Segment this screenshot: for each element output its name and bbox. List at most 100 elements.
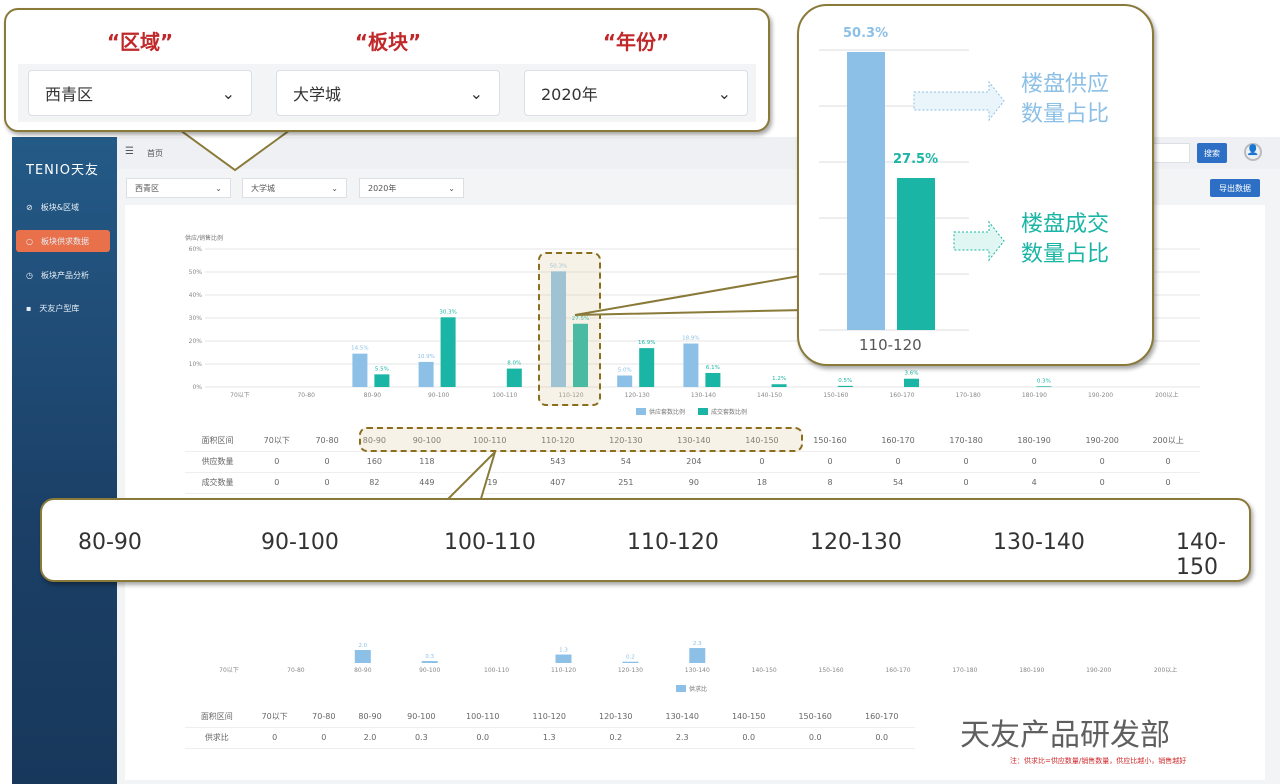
table-header: 面积区间 70以下 70-80 80-90 90-100 100-110 110-120 12…: [185, 430, 1200, 452]
zoom-category: 110-120: [859, 336, 922, 354]
table-cell: 449: [398, 472, 456, 494]
table-cell: 0.0: [449, 727, 516, 749]
x-tick-label: 170-180: [956, 392, 981, 399]
bar-value-label: 0.3%: [1037, 378, 1051, 384]
block-title: “板块”: [354, 30, 422, 54]
sidebar-item-label: 板块&区域: [40, 202, 79, 212]
sidebar-item-label: 板块供求数据: [40, 236, 89, 246]
callout-year-select[interactable]: 2020年 ⌄: [524, 70, 748, 116]
highlight-box-chart: [538, 252, 601, 406]
arrow-icon: [953, 220, 1005, 262]
y-tick-label: 40%: [189, 292, 203, 299]
deal-bar: [705, 372, 721, 387]
bar-value-label: 5.0%: [618, 368, 632, 374]
range-label: 80-90: [78, 530, 142, 555]
callout-block-select[interactable]: 大学城 ⌄: [276, 70, 500, 116]
column-header: 140-150: [715, 706, 782, 728]
menu-toggle-icon[interactable]: ☰: [125, 146, 134, 157]
region-title: “区域”: [106, 30, 174, 54]
column-header: 70以下: [250, 430, 304, 452]
sidebar-item-blocks[interactable]: ⊘ 板块&区域: [16, 196, 110, 218]
sidebar-item-supply-data[interactable]: ○ 板块供求数据: [16, 230, 110, 252]
x-tick-label: 200以上: [1155, 391, 1178, 399]
breadcrumb[interactable]: 首页: [147, 149, 163, 158]
x-tick-label: 190-200: [1086, 667, 1111, 674]
deal-bar: [639, 348, 655, 387]
chevron-down-icon: ⌄: [717, 83, 731, 103]
table-cell: 0.0: [848, 727, 915, 749]
avatar[interactable]: 👤: [1244, 143, 1262, 161]
x-tick-label: 190-200: [1088, 392, 1113, 399]
x-tick-label: 150-160: [823, 392, 848, 399]
x-tick-label: 80-90: [364, 392, 382, 399]
table-cell: 0.0: [715, 727, 782, 749]
search-button[interactable]: 搜索: [1197, 143, 1227, 163]
bar-value-label: 1.3: [559, 648, 568, 654]
x-tick-label: 80-90: [354, 667, 372, 674]
bar-value-label: 10.9%: [417, 354, 434, 360]
year-select[interactable]: 2020年 ⌄: [359, 178, 464, 198]
sidebar-item-label: 板块产品分析: [40, 270, 89, 280]
column-header: 190-200: [1068, 430, 1137, 452]
table-cell: 0: [1136, 451, 1200, 473]
table-cell: 0: [932, 451, 1001, 473]
bar-value-label: 8.0%: [507, 361, 521, 367]
clock-icon: ◷: [26, 270, 33, 280]
column-header: 70以下: [248, 706, 301, 728]
chevron-down-icon: ⌄: [215, 183, 222, 193]
zoom-callout-pointer: [574, 273, 806, 316]
bar-value-label: 2.0: [358, 643, 367, 649]
column-header: 90-100: [393, 706, 450, 728]
table-cell: 0: [864, 451, 933, 473]
chevron-down-icon: ⌄: [448, 183, 455, 193]
table-cell: 90: [659, 472, 728, 494]
column-header: 70-80: [303, 430, 351, 452]
bar-value-label: 16.9%: [638, 340, 655, 346]
table-header: 面积区间 70以下 70-80 80-90 90-100 100-110 110-120 12…: [185, 706, 915, 728]
chevron-down-icon: ⌄: [221, 83, 235, 103]
table-cell: 54: [864, 472, 933, 494]
table-cell: 0: [1136, 472, 1200, 494]
deal-bar: [506, 368, 522, 387]
bar-value-label: 50.3%: [550, 263, 567, 269]
table-cell: 成交数量: [185, 472, 251, 494]
supply-deal-table: 面积区间 70以下 70-80 80-90 90-100 100-110 110-120 12…: [185, 430, 1200, 494]
sidebar-item-product-analysis[interactable]: ◷ 板块产品分析: [16, 264, 110, 286]
table-cell: 4: [1000, 472, 1069, 494]
column-header: 170-180: [932, 430, 1001, 452]
ratio-bar: [689, 648, 706, 663]
table-cell: 0: [250, 472, 304, 494]
export-button[interactable]: 导出数据: [1210, 179, 1260, 197]
year-title: “年份”: [602, 30, 670, 54]
x-tick-label: 140-150: [752, 667, 777, 674]
chevron-down-icon: ⌄: [469, 83, 483, 103]
table-cell: 251: [591, 472, 660, 494]
table-cell: 供应数量: [185, 451, 251, 473]
table-cell: 0: [1068, 451, 1137, 473]
y-tick-label: 20%: [189, 338, 203, 345]
table-cell: 0.0: [781, 727, 849, 749]
legend-label: 供应套数比例: [649, 408, 685, 416]
ratio-bar: [354, 650, 371, 663]
table-row: 供求比 0 0 2.0 0.3 0.0 1.3 0.2 2.3 0.0 0.0 0.0: [185, 727, 915, 749]
deal-bar: [573, 323, 588, 387]
search-icon: ○: [26, 236, 33, 246]
range-callout-pointer: [442, 451, 496, 503]
column-header: 180-190: [1000, 430, 1069, 452]
supply-bar: [683, 343, 699, 387]
zoom-callout: 50.3% 27.5% 110-120 楼盘供应 数量占比 楼盘成交 数量占比: [797, 4, 1154, 366]
sidebar-item-floorplans[interactable]: ▪ 天友户型库: [16, 297, 110, 319]
table-cell: 543: [523, 451, 592, 473]
x-tick-label: 70-80: [287, 667, 305, 674]
y-tick-label: 30%: [189, 315, 203, 322]
x-tick-label: 90-100: [428, 392, 449, 399]
column-header: 110-120: [516, 706, 583, 728]
supply-bar: [551, 271, 566, 387]
callout-region-select[interactable]: 西青区 ⌄: [28, 70, 252, 116]
legend-swatch: [698, 408, 708, 415]
bar-value-label: 14.5%: [351, 346, 368, 352]
region-select[interactable]: 西青区 ⌄: [126, 178, 231, 198]
zoom-supply-bar: [847, 52, 885, 330]
x-tick-label: 180-190: [1022, 392, 1047, 399]
block-select[interactable]: 大学城 ⌄: [242, 178, 347, 198]
